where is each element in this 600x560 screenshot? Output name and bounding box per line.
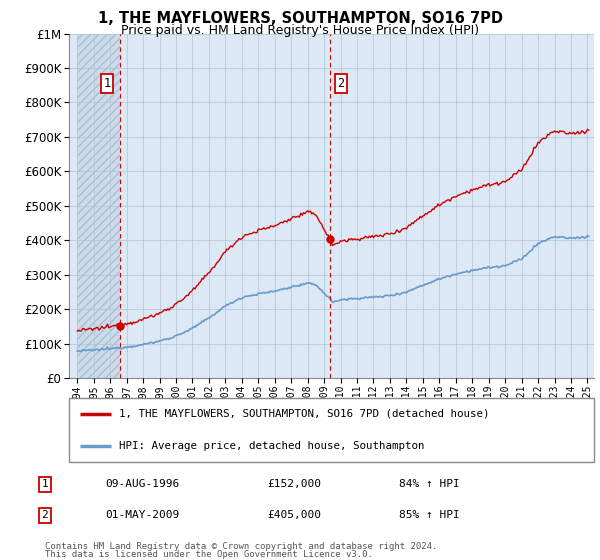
- Text: 09-AUG-1996: 09-AUG-1996: [105, 479, 179, 489]
- Text: 1: 1: [103, 77, 110, 90]
- Text: 1, THE MAYFLOWERS, SOUTHAMPTON, SO16 7PD: 1, THE MAYFLOWERS, SOUTHAMPTON, SO16 7PD: [97, 11, 503, 26]
- Text: Contains HM Land Registry data © Crown copyright and database right 2024.: Contains HM Land Registry data © Crown c…: [45, 542, 437, 550]
- Text: £405,000: £405,000: [267, 510, 321, 520]
- Text: 2: 2: [337, 77, 344, 90]
- Text: This data is licensed under the Open Government Licence v3.0.: This data is licensed under the Open Gov…: [45, 550, 373, 559]
- Text: HPI: Average price, detached house, Southampton: HPI: Average price, detached house, Sout…: [119, 441, 424, 451]
- Bar: [77, 34, 120, 378]
- Text: 2: 2: [41, 510, 49, 520]
- FancyBboxPatch shape: [69, 398, 594, 462]
- Text: Price paid vs. HM Land Registry's House Price Index (HPI): Price paid vs. HM Land Registry's House …: [121, 24, 479, 37]
- Text: 84% ↑ HPI: 84% ↑ HPI: [399, 479, 460, 489]
- Text: 1: 1: [41, 479, 49, 489]
- Text: 01-MAY-2009: 01-MAY-2009: [105, 510, 179, 520]
- Text: £152,000: £152,000: [267, 479, 321, 489]
- Text: 1, THE MAYFLOWERS, SOUTHAMPTON, SO16 7PD (detached house): 1, THE MAYFLOWERS, SOUTHAMPTON, SO16 7PD…: [119, 409, 490, 419]
- Text: 85% ↑ HPI: 85% ↑ HPI: [399, 510, 460, 520]
